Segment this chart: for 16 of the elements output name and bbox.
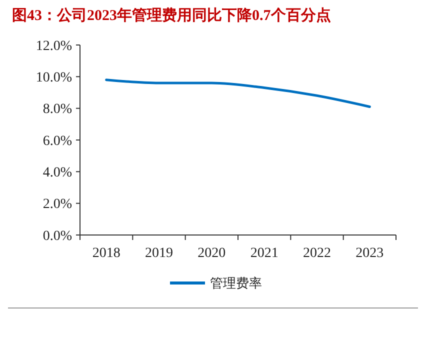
x-tick-label: 2023 [356, 246, 384, 261]
x-tick-label: 2020 [198, 246, 226, 261]
chart-title: 图43：公司2023年管理费用同比下降0.7个百分点 [12, 7, 331, 24]
y-tick-label: 12.0% [36, 38, 72, 54]
line-series [105, 78, 371, 108]
y-tick-label: 6.0% [42, 134, 72, 149]
y-tick-label: 4.0% [42, 166, 72, 181]
x-tick-label: 2021 [250, 246, 278, 261]
legend-label: 管理费率 [210, 276, 262, 291]
x-tick-label: 2022 [303, 246, 331, 261]
y-tick-label: 10.0% [36, 70, 72, 86]
y-tick-label: 2.0% [42, 197, 72, 212]
x-tick-label: 2018 [92, 246, 120, 261]
y-tick-label: 8.0% [42, 102, 72, 118]
y-tick-label: 0.0% [42, 228, 72, 244]
x-tick-label: 2019 [145, 246, 173, 261]
